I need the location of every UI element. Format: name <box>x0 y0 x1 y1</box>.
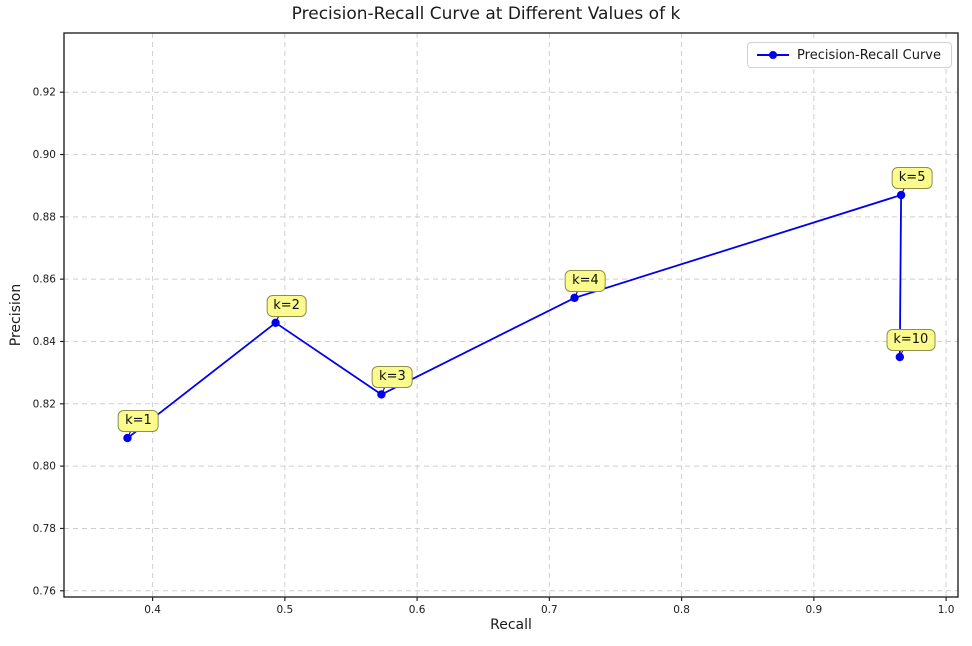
data-point <box>123 433 132 443</box>
x-axis-label: Recall <box>490 617 532 633</box>
plot-frame <box>63 32 959 598</box>
x-tick-label: 0.9 <box>805 604 822 616</box>
annotation-k-3: k=3 <box>372 366 413 389</box>
y-tick-label: 0.78 <box>33 523 56 535</box>
data-point <box>377 390 386 399</box>
y-tick-label: 0.76 <box>33 585 57 597</box>
data-point <box>896 190 906 200</box>
annotation-k-1: k=1 <box>118 410 159 433</box>
x-tick-label: 0.5 <box>277 604 294 616</box>
legend-label: Precision-Recall Curve <box>797 47 941 63</box>
x-tick-label: 0.4 <box>144 604 161 616</box>
y-axis-label: Precision <box>8 283 24 347</box>
legend: Precision-Recall Curve <box>747 42 952 68</box>
y-tick-label: 0.84 <box>33 336 57 348</box>
data-point <box>271 318 280 327</box>
x-tick-label: 0.8 <box>673 604 690 616</box>
annotation-k-4: k=4 <box>565 269 606 292</box>
legend-line-marker-icon <box>757 51 790 59</box>
annotation-k-5: k=5 <box>891 167 933 190</box>
y-tick-label: 0.92 <box>33 87 56 99</box>
chart-title: Precision-Recall Curve at Different Valu… <box>291 4 681 24</box>
x-tick-label: 0.7 <box>541 604 558 616</box>
y-tick-label: 0.90 <box>33 149 56 161</box>
y-tick-label: 0.82 <box>33 398 56 410</box>
y-tick-label: 0.80 <box>33 461 56 473</box>
y-tick-label: 0.88 <box>33 211 56 223</box>
annotation-k-10: k=10 <box>886 329 936 352</box>
legend-dot-icon <box>769 51 778 59</box>
x-tick-label: 1.0 <box>938 604 955 616</box>
annotation-k-2: k=2 <box>266 294 307 317</box>
x-tick-label: 0.6 <box>409 604 426 616</box>
y-tick-label: 0.86 <box>33 274 57 286</box>
series-line <box>126 193 903 439</box>
data-point <box>570 293 579 303</box>
data-point <box>895 352 905 362</box>
